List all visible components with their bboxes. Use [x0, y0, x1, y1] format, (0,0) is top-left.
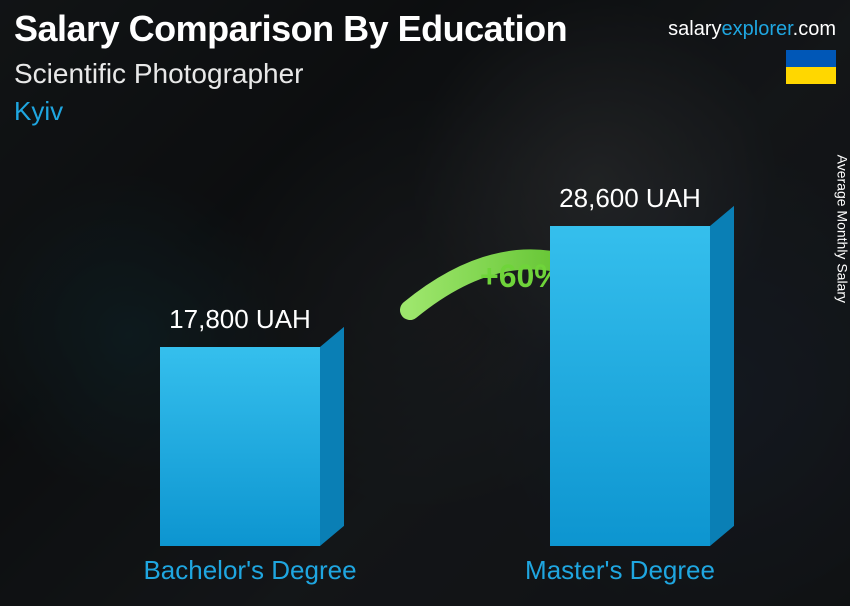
content-layer: Salary Comparison By Education Scientifi… [0, 0, 850, 606]
city-label: Kyiv [14, 96, 63, 127]
bar-value-masters: 28,600 UAH [559, 183, 701, 214]
page-title: Salary Comparison By Education [14, 8, 567, 50]
bar-value-bachelors: 17,800 UAH [169, 304, 311, 335]
bar-side-face [320, 327, 344, 546]
bar-front-face [550, 226, 710, 546]
category-bachelors: Bachelor's Degree [130, 555, 370, 586]
brand-suffix: .com [793, 18, 836, 40]
bar-front-face [160, 347, 320, 546]
brand-logo: salaryexplorer.com [668, 18, 836, 41]
brand-prefix: salary [668, 18, 721, 40]
bar-chart: +60% 17,800 UAH Bachelor's Degree 28,600… [140, 140, 730, 596]
flag-top-stripe [786, 50, 836, 67]
bar-3d-bachelors [160, 347, 320, 546]
y-axis-label: Average Monthly Salary [834, 155, 850, 303]
brand-mid: explorer [722, 18, 793, 40]
country-flag-icon [786, 50, 836, 84]
job-title: Scientific Photographer [14, 58, 304, 90]
bar-side-face [710, 206, 734, 546]
bar-bachelors: 17,800 UAH [150, 304, 330, 546]
bar-3d-masters [550, 226, 710, 546]
flag-bottom-stripe [786, 67, 836, 84]
bar-masters: 28,600 UAH [540, 183, 720, 546]
category-masters: Master's Degree [500, 555, 740, 586]
